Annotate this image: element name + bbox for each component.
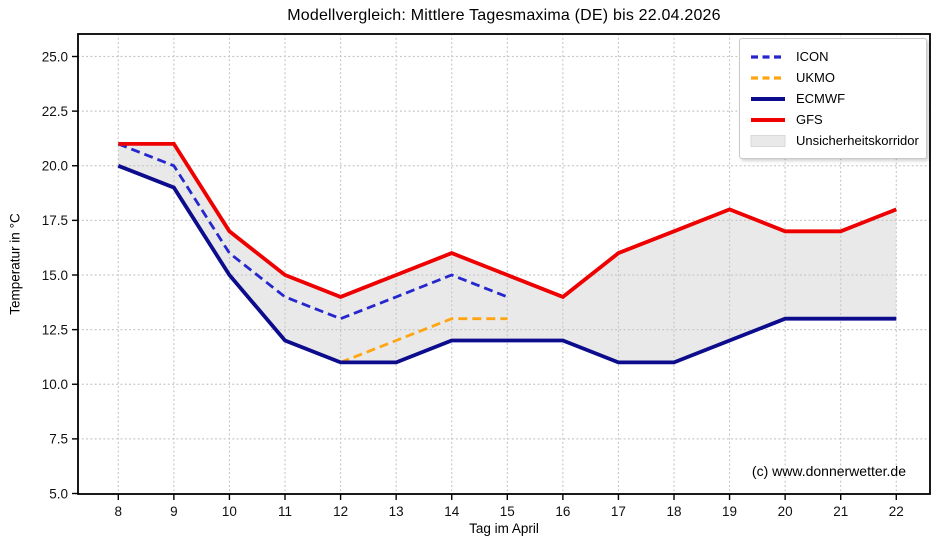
legend-label: ECMWF bbox=[796, 91, 846, 106]
x-tick-label: 14 bbox=[444, 504, 460, 519]
x-tick-label: 20 bbox=[778, 504, 793, 519]
y-tick-label: 17.5 bbox=[42, 213, 68, 228]
unsicherheitskorridor-legend-swatch bbox=[750, 134, 786, 147]
series-icon-line bbox=[117, 142, 508, 321]
legend-item-icon: ICON bbox=[749, 46, 917, 67]
y-tick-label: 22.5 bbox=[42, 104, 68, 119]
y-tick-label: 20.0 bbox=[42, 159, 68, 174]
y-tick-label: 15.0 bbox=[42, 268, 68, 283]
plot-border bbox=[77, 33, 931, 495]
x-tick-label: 21 bbox=[833, 504, 848, 519]
y-tick-label: 10.0 bbox=[42, 377, 68, 392]
x-tick-label: 22 bbox=[889, 504, 904, 519]
chart-title: Modellvergleich: Mittlere Tagesmaxima (D… bbox=[287, 7, 721, 24]
ukmo-legend-swatch bbox=[751, 75, 785, 80]
legend-label: UKMO bbox=[796, 70, 835, 85]
y-tick-label: 7.5 bbox=[49, 432, 68, 447]
legend-item-ukmo: UKMO bbox=[749, 67, 917, 88]
x-tick-label: 11 bbox=[278, 504, 292, 519]
series-gfs-line bbox=[118, 142, 897, 300]
x-tick-label: 10 bbox=[222, 504, 237, 519]
copyright-watermark: (c) www.donnerwetter.de bbox=[751, 463, 906, 479]
legend-label: Unsicherheitskorridor bbox=[796, 133, 919, 148]
y-tick-label: 12.5 bbox=[42, 322, 68, 337]
x-tick-label: 17 bbox=[611, 504, 626, 519]
x-tick-label: 16 bbox=[555, 504, 570, 519]
icon-legend-swatch bbox=[751, 54, 785, 59]
series-ukmo-line bbox=[340, 317, 508, 364]
legend-label: GFS bbox=[796, 112, 823, 127]
x-tick-label: 12 bbox=[333, 504, 348, 519]
ecmwf-legend-swatch bbox=[751, 96, 785, 101]
x-tick-label: 15 bbox=[500, 504, 515, 519]
legend-item-gfs: GFS bbox=[749, 109, 917, 130]
y-tick-label: 5.0 bbox=[49, 486, 68, 501]
x-axis-label: Tag im April bbox=[469, 521, 539, 536]
x-tick-label: 8 bbox=[115, 504, 123, 519]
uncertainty-corridor-area bbox=[118, 143, 897, 363]
legend-item-unsicherheitskorridor: Unsicherheitskorridor bbox=[749, 130, 919, 151]
x-tick-label: 9 bbox=[170, 504, 178, 519]
series-ecmwf-line bbox=[117, 164, 897, 365]
gfs-legend-swatch bbox=[751, 117, 785, 122]
x-tick-label: 19 bbox=[722, 504, 737, 519]
legend-item-ecmwf: ECMWF bbox=[749, 88, 917, 109]
legend: ICON UKMO ECMWF GFS Unsicherheitskorridor bbox=[739, 38, 927, 159]
y-tick-label: 25.0 bbox=[42, 49, 68, 64]
legend-label: ICON bbox=[796, 49, 829, 64]
x-tick-label: 18 bbox=[666, 504, 681, 519]
x-tick-label: 13 bbox=[389, 504, 404, 519]
